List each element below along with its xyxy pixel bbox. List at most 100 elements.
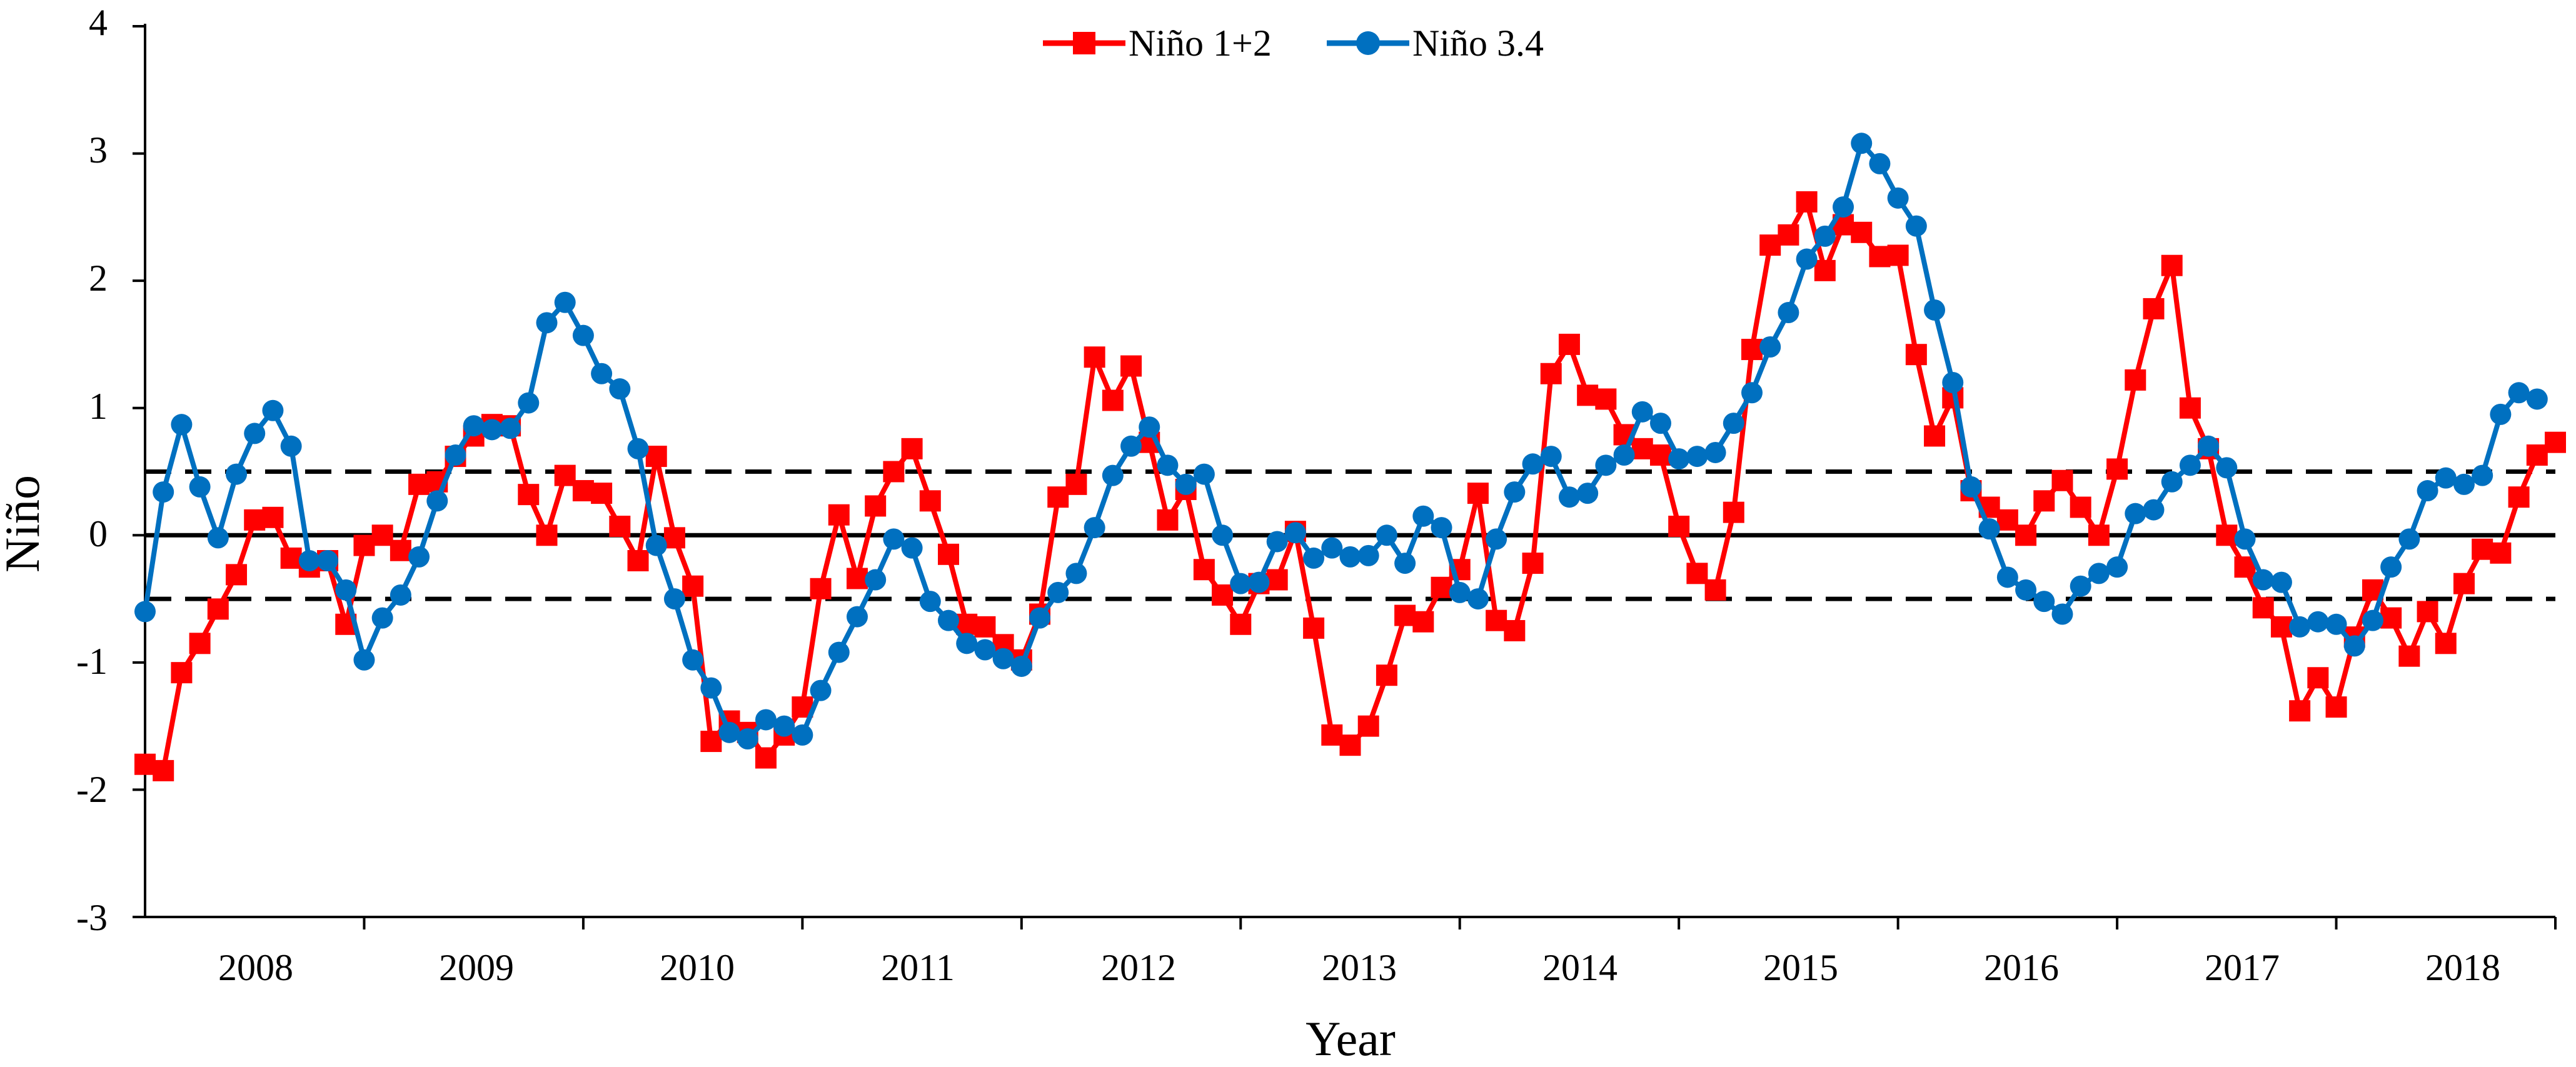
data-point-nino34 (1230, 573, 1252, 594)
data-point-nino34 (1577, 483, 1599, 504)
data-point-nino34 (171, 414, 193, 436)
data-point-nino34 (901, 537, 923, 559)
data-point-nino12 (2435, 633, 2457, 654)
data-point-nino12 (1704, 579, 1726, 601)
data-point-nino34 (518, 392, 540, 414)
data-point-nino12 (1486, 609, 1507, 631)
y-tick-label: 1 (89, 386, 108, 427)
data-point-nino12 (919, 490, 941, 512)
x-tick-label: 2008 (218, 947, 293, 988)
data-point-nino12 (554, 464, 576, 486)
data-point-nino12 (1376, 664, 1397, 686)
data-point-nino12 (2508, 486, 2530, 508)
data-point-nino34 (572, 324, 594, 346)
data-point-nino12 (1412, 611, 1434, 633)
data-point-nino34 (1047, 581, 1069, 603)
data-point-nino34 (1522, 453, 1544, 475)
data-point-nino34 (554, 291, 576, 313)
data-point-nino12 (1230, 613, 1252, 635)
data-point-nino34 (663, 588, 685, 610)
data-point-nino34 (1814, 225, 1836, 247)
data-point-nino34 (2234, 528, 2256, 550)
data-point-nino12 (1522, 553, 1544, 574)
x-tick-label: 2018 (2425, 947, 2500, 988)
data-point-nino12 (2070, 496, 2091, 518)
data-point-nino34 (1686, 446, 1708, 468)
data-point-nino34 (1120, 435, 1142, 457)
data-point-nino34 (2252, 569, 2274, 591)
data-point-nino12 (2526, 444, 2548, 466)
data-point-nino12 (2143, 298, 2165, 319)
data-point-nino12 (1759, 234, 1781, 256)
data-point-nino12 (1558, 333, 1580, 355)
y-tick-label: 3 (89, 129, 108, 171)
data-point-nino12 (2161, 254, 2183, 276)
data-point-nino12 (1631, 438, 1653, 459)
data-point-nino34 (2015, 579, 2037, 601)
data-point-nino34 (2417, 480, 2438, 502)
data-point-nino34 (280, 435, 302, 457)
data-point-nino12 (938, 543, 959, 565)
data-point-nino34 (2125, 503, 2146, 524)
data-point-nino34 (189, 476, 211, 498)
data-point-nino12 (2051, 469, 2073, 491)
data-point-nino34 (883, 528, 905, 550)
data-point-nino12 (1778, 224, 1799, 246)
data-point-nino34 (335, 579, 357, 601)
data-point-nino34 (919, 591, 941, 613)
data-point-nino34 (2526, 388, 2548, 410)
data-point-nino34 (1175, 473, 1197, 495)
data-point-nino12 (2325, 696, 2347, 718)
data-point-nino34 (2216, 457, 2238, 479)
data-point-nino12 (153, 759, 174, 781)
data-point-nino34 (1796, 248, 1818, 270)
data-point-nino12 (1851, 221, 1873, 243)
data-point-nino12 (1193, 559, 1215, 581)
data-point-nino34 (2435, 467, 2457, 489)
data-point-nino12 (2106, 458, 2128, 480)
data-point-nino34 (1595, 454, 1617, 476)
data-point-nino34 (1102, 464, 1124, 486)
data-point-nino34 (645, 534, 667, 556)
data-point-nino12 (645, 446, 667, 468)
data-point-nino12 (1394, 604, 1416, 626)
data-point-nino12 (1686, 563, 1708, 584)
x-tick-label: 2013 (1322, 947, 1397, 988)
data-point-nino34 (2453, 473, 2475, 495)
data-point-nino12 (1357, 715, 1379, 737)
y-tick-label: -3 (76, 897, 108, 938)
data-point-nino12 (2289, 700, 2311, 722)
data-point-nino34 (956, 633, 978, 654)
data-point-nino12 (1905, 344, 1927, 366)
data-point-nino34 (1394, 553, 1416, 574)
data-point-nino12 (1887, 244, 1909, 266)
data-point-nino34 (1631, 401, 1653, 423)
data-point-nino34 (1540, 446, 1562, 468)
data-point-nino34 (938, 609, 959, 631)
data-point-nino12 (1212, 584, 1234, 606)
x-tick-label: 2014 (1542, 947, 1618, 988)
series-nino12 (134, 191, 2566, 781)
data-point-nino12 (1668, 516, 1690, 538)
data-point-nino34 (1212, 524, 1234, 546)
data-point-nino34 (1996, 566, 2018, 588)
x-tick-label: 2015 (1763, 947, 1838, 988)
legend-label-nino12: Niño 1+2 (1129, 23, 1272, 64)
data-point-nino34 (846, 606, 868, 628)
data-point-nino12 (1303, 617, 1325, 639)
data-point-nino34 (371, 607, 393, 629)
data-point-nino34 (682, 649, 704, 671)
data-point-nino34 (2343, 635, 2365, 657)
data-point-nino34 (1084, 517, 1105, 539)
data-point-nino12 (627, 550, 649, 571)
data-point-nino34 (1723, 413, 1744, 434)
data-point-nino34 (1942, 372, 1964, 393)
data-point-nino34 (408, 546, 430, 568)
data-point-nino34 (1065, 563, 1087, 584)
data-point-nino34 (1704, 441, 1726, 463)
data-point-nino12 (2270, 616, 2292, 638)
y-tick-label: -2 (76, 769, 108, 810)
data-point-nino12 (1339, 734, 1361, 756)
data-point-nino34 (1649, 413, 1671, 434)
data-point-nino34 (718, 721, 740, 743)
